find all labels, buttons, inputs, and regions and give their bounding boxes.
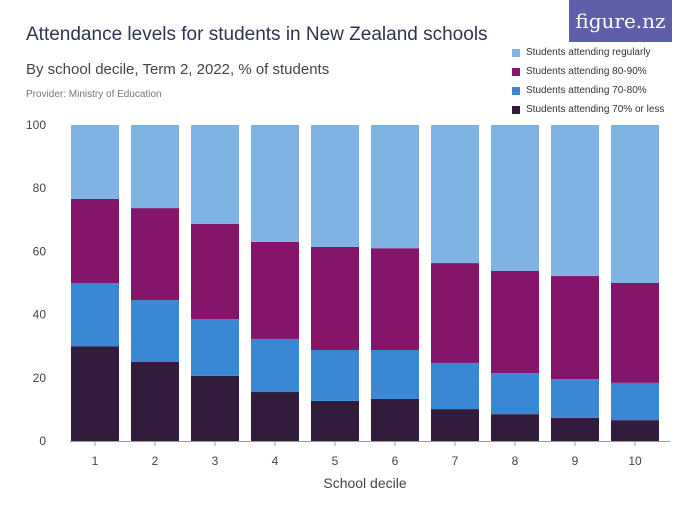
bar-segment [131,362,179,441]
legend-swatch [512,86,520,95]
legend-label: Students attending 70-80% [526,85,647,96]
bar-segment [131,125,179,209]
bar-segment [371,248,419,350]
x-tick-label: 7 [452,454,459,468]
bar-segment [491,125,539,271]
bar-segment [611,420,659,441]
legend-label: Students attending 70% or less [526,104,665,115]
chart-subtitle: By school decile, Term 2, 2022, % of stu… [26,61,330,78]
legend-item: Students attending 80-90% [512,62,664,81]
x-tick-label: 10 [628,454,642,468]
bar-segment [311,400,359,441]
x-tick-label: 1 [92,454,99,468]
y-tick-label: 60 [33,244,47,258]
legend-swatch [512,105,520,114]
bar-segment [191,223,239,320]
bar-segment [191,375,239,441]
y-tick-label: 80 [33,181,47,195]
bar-segment [491,373,539,415]
bar-segment [431,362,479,410]
legend-item: Students attending 70-80% [512,81,664,100]
bar-segment [611,125,659,283]
x-tick-label: 8 [512,454,519,468]
bar-segment [251,125,299,242]
bar-segment [251,392,299,441]
legend-label: Students attending regularly [526,47,651,58]
x-tick-label: 2 [152,454,159,468]
legend: Students attending regularly Students att… [512,43,664,119]
x-tick-label: 4 [272,454,279,468]
bar-segment [431,263,479,363]
bar-segment [71,198,119,283]
bar-segment [551,125,599,277]
bar-segment [371,398,419,441]
legend-swatch [512,67,520,76]
bar-segment [311,125,359,247]
legend-swatch [512,48,520,57]
bar-segment [371,125,419,249]
bar-segment [551,379,599,418]
y-tick-label: 0 [39,434,46,448]
legend-item: Students attending regularly [512,43,664,62]
x-axis-label: School decile [323,475,406,491]
bar-segment [551,276,599,380]
bar-segment [311,246,359,350]
x-tick-label: 6 [392,454,399,468]
bar-segment [431,125,479,264]
legend-item: Students attending 70% or less [512,100,664,119]
bar-segment [611,382,659,421]
bar-segment [71,125,119,199]
bar-segment [191,125,239,224]
bar-segment [71,283,119,347]
y-tick-label: 40 [33,308,47,322]
bar-segment [191,319,239,376]
bar-segment [371,349,419,399]
bar-segment [251,338,299,393]
provider-text: Provider: Ministry of Education [26,89,162,100]
bar-segment [71,346,119,441]
bar-segment [131,300,179,362]
bar-segment [251,241,299,339]
legend-label: Students attending 80-90% [526,66,647,77]
bar-segment [311,349,359,401]
bar-segment [131,208,179,301]
figure-nz-logo[interactable]: figure.nz [569,0,672,42]
x-tick-label: 5 [332,454,339,468]
bar-segment [611,283,659,383]
x-tick-label: 9 [572,454,579,468]
bar-segment [491,414,539,441]
chart-title: Attendance levels for students in New Ze… [26,24,488,45]
y-tick-label: 20 [33,371,47,385]
x-tick-label: 3 [212,454,219,468]
bar-segment [431,409,479,441]
y-tick-label: 100 [26,118,46,132]
bar-segment [551,417,599,441]
bar-segment [491,270,539,374]
